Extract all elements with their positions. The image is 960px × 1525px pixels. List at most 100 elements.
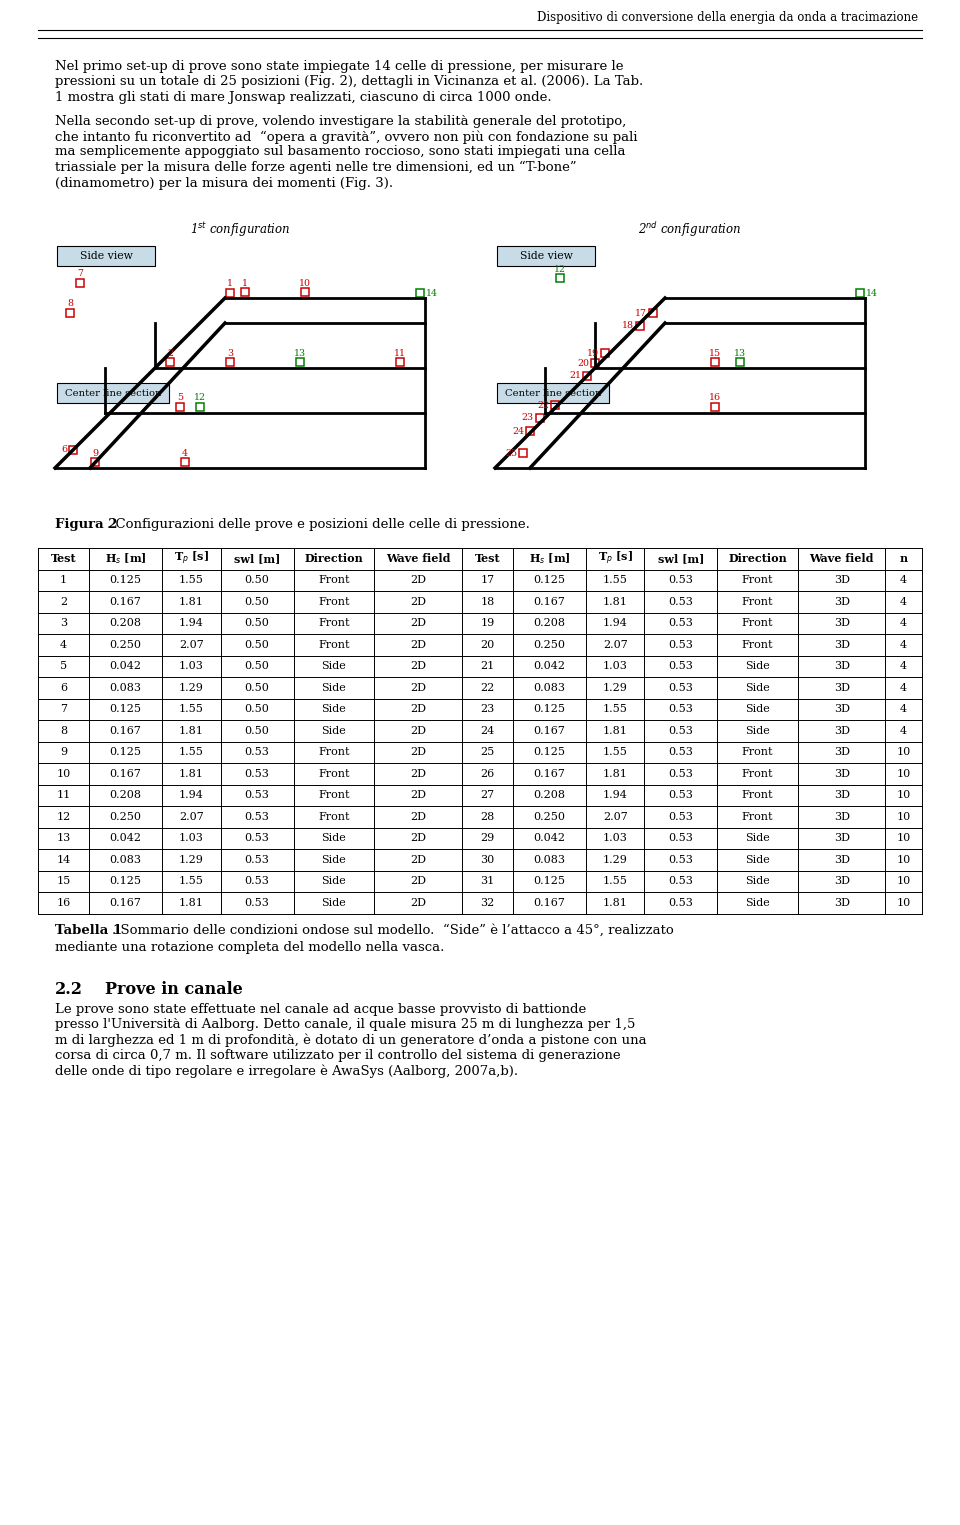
Text: Front: Front [742, 596, 774, 607]
Text: 0.53: 0.53 [245, 898, 270, 907]
Text: 0.083: 0.083 [109, 683, 142, 692]
Bar [301, 288, 309, 296]
Text: 0.50: 0.50 [245, 705, 270, 714]
Text: Side: Side [745, 898, 770, 907]
Text: 3D: 3D [833, 640, 850, 650]
Text: 3: 3 [60, 618, 67, 628]
Text: 10: 10 [299, 279, 311, 288]
Text: 5: 5 [177, 393, 183, 403]
Text: 3D: 3D [833, 575, 850, 586]
Text: 0.53: 0.53 [668, 726, 693, 735]
Bar [416, 290, 424, 297]
Text: 0.125: 0.125 [534, 705, 565, 714]
Text: 6: 6 [60, 683, 67, 692]
Text: 2D: 2D [410, 898, 426, 907]
Text: 3D: 3D [833, 811, 850, 822]
Text: 1.81: 1.81 [179, 769, 204, 779]
Text: 0.083: 0.083 [534, 683, 565, 692]
Text: 24: 24 [480, 726, 494, 735]
Text: 12: 12 [57, 811, 71, 822]
Bar [497, 246, 595, 265]
Bar [856, 290, 864, 297]
Bar [57, 246, 155, 265]
Text: swl [m]: swl [m] [234, 554, 280, 564]
Text: m di larghezza ed 1 m di profondità, è dotato di un generatore d’onda a pistone : m di larghezza ed 1 m di profondità, è d… [55, 1034, 647, 1048]
Text: 0.250: 0.250 [109, 640, 142, 650]
Text: 9: 9 [92, 448, 98, 458]
Text: 2.07: 2.07 [603, 811, 628, 822]
Text: 2D: 2D [410, 596, 426, 607]
Text: Side view: Side view [80, 252, 132, 261]
Text: 0.167: 0.167 [109, 769, 142, 779]
Text: 3D: 3D [833, 726, 850, 735]
Text: 25: 25 [480, 747, 494, 758]
Text: 2D: 2D [410, 854, 426, 865]
Text: 16: 16 [57, 898, 71, 907]
Text: 0.208: 0.208 [534, 790, 565, 801]
Text: Side: Side [745, 854, 770, 865]
Text: 21: 21 [480, 662, 494, 671]
Text: 1.81: 1.81 [603, 726, 628, 735]
Text: 10: 10 [897, 790, 911, 801]
Text: Side: Side [322, 726, 347, 735]
Text: 0.167: 0.167 [534, 596, 565, 607]
Text: 0.167: 0.167 [534, 726, 565, 735]
Text: 0.53: 0.53 [668, 662, 693, 671]
Text: Front: Front [318, 747, 349, 758]
Text: 1$^{st}$ configuration: 1$^{st}$ configuration [190, 220, 290, 238]
Text: 0.53: 0.53 [668, 790, 693, 801]
Text: 10: 10 [897, 877, 911, 886]
Bar [711, 403, 719, 412]
Text: 1.03: 1.03 [179, 662, 204, 671]
Text: 1.55: 1.55 [179, 575, 204, 586]
Text: 0.50: 0.50 [245, 640, 270, 650]
Text: Front: Front [318, 575, 349, 586]
Text: swl [m]: swl [m] [658, 554, 704, 564]
Text: 1.29: 1.29 [179, 683, 204, 692]
Text: 20: 20 [577, 358, 589, 368]
Text: 26: 26 [480, 769, 494, 779]
Text: H$_s$ [m]: H$_s$ [m] [529, 552, 570, 566]
Text: Wave field: Wave field [386, 554, 450, 564]
Text: 0.53: 0.53 [245, 833, 270, 843]
Text: 12: 12 [194, 393, 206, 403]
Text: 2: 2 [60, 596, 67, 607]
Bar [551, 401, 559, 409]
Text: Front: Front [318, 596, 349, 607]
Text: 3D: 3D [833, 769, 850, 779]
Text: 4: 4 [900, 683, 907, 692]
Text: 15: 15 [57, 877, 71, 886]
Text: 0.53: 0.53 [668, 833, 693, 843]
Text: 0.53: 0.53 [668, 705, 693, 714]
Text: 17: 17 [480, 575, 494, 586]
Text: 3: 3 [227, 349, 233, 357]
Bar [497, 383, 609, 403]
Text: 6: 6 [60, 445, 67, 454]
Text: 0.53: 0.53 [668, 811, 693, 822]
Text: 0.125: 0.125 [109, 747, 142, 758]
Bar [226, 358, 234, 366]
Text: Side view: Side view [519, 252, 572, 261]
Text: Test: Test [474, 554, 500, 564]
Text: T$_p$ [s]: T$_p$ [s] [598, 551, 633, 567]
Text: 5: 5 [60, 662, 67, 671]
Text: 0.125: 0.125 [109, 705, 142, 714]
Text: 0.50: 0.50 [245, 575, 270, 586]
Text: 2D: 2D [410, 705, 426, 714]
Text: 2D: 2D [410, 747, 426, 758]
Text: 0.50: 0.50 [245, 662, 270, 671]
Text: 2D: 2D [410, 833, 426, 843]
Text: 3D: 3D [833, 854, 850, 865]
Text: 0.125: 0.125 [109, 575, 142, 586]
Text: 2.07: 2.07 [603, 640, 628, 650]
Text: 0.50: 0.50 [245, 596, 270, 607]
Text: 16: 16 [708, 393, 721, 403]
Text: Direction: Direction [729, 554, 787, 564]
Text: 4: 4 [900, 618, 907, 628]
Text: Side: Side [745, 683, 770, 692]
Text: Side: Side [322, 683, 347, 692]
Text: 1: 1 [60, 575, 67, 586]
Text: 0.53: 0.53 [668, 618, 693, 628]
Text: 11: 11 [57, 790, 71, 801]
Bar [196, 403, 204, 412]
